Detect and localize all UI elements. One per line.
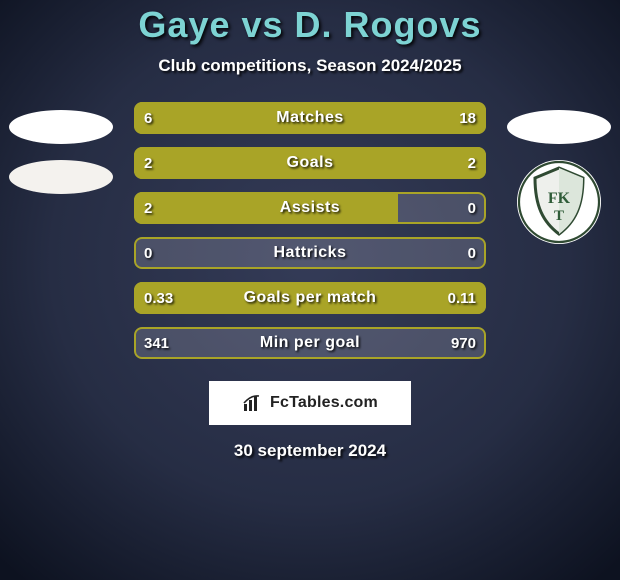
fctables-logo: FcTables.com	[209, 381, 411, 425]
stat-value-right: 18	[459, 102, 476, 134]
logo-text: FcTables.com	[270, 394, 378, 412]
right-club-badge: FK T	[517, 160, 601, 244]
stat-row-hattricks: 0Hattricks0	[134, 237, 486, 269]
snapshot-date: 30 september 2024	[0, 441, 620, 461]
right-ellipse-1	[507, 110, 611, 144]
stat-row-assists: 2Assists0	[134, 192, 486, 224]
chart-icon	[242, 393, 264, 413]
comparison-title: Gaye vs D. Rogovs	[0, 4, 620, 46]
stat-label: Matches	[134, 102, 486, 134]
stat-value-right: 970	[451, 327, 476, 359]
stat-value-right: 0.11	[448, 282, 476, 314]
svg-text:T: T	[554, 208, 564, 224]
comparison-subtitle: Club competitions, Season 2024/2025	[0, 56, 620, 76]
stats-bars: 6Matches182Goals22Assists00Hattricks00.3…	[134, 102, 486, 359]
stat-row-goals-per-match: 0.33Goals per match0.11	[134, 282, 486, 314]
stat-label: Min per goal	[134, 327, 486, 359]
svg-text:FK: FK	[548, 190, 571, 207]
stat-label: Goals	[134, 147, 486, 179]
stat-row-min-per-goal: 341Min per goal970	[134, 327, 486, 359]
stat-label: Assists	[134, 192, 486, 224]
shield-icon: FK T	[517, 160, 601, 244]
stat-row-matches: 6Matches18	[134, 102, 486, 134]
left-ellipse-2	[9, 160, 113, 194]
right-player-side: FK T	[504, 102, 614, 244]
stat-value-right: 2	[468, 147, 476, 179]
left-player-side	[6, 102, 116, 194]
stat-value-right: 0	[468, 192, 476, 224]
stat-row-goals: 2Goals2	[134, 147, 486, 179]
stat-value-right: 0	[468, 237, 476, 269]
left-ellipse-1	[9, 110, 113, 144]
stat-label: Hattricks	[134, 237, 486, 269]
stat-label: Goals per match	[134, 282, 486, 314]
